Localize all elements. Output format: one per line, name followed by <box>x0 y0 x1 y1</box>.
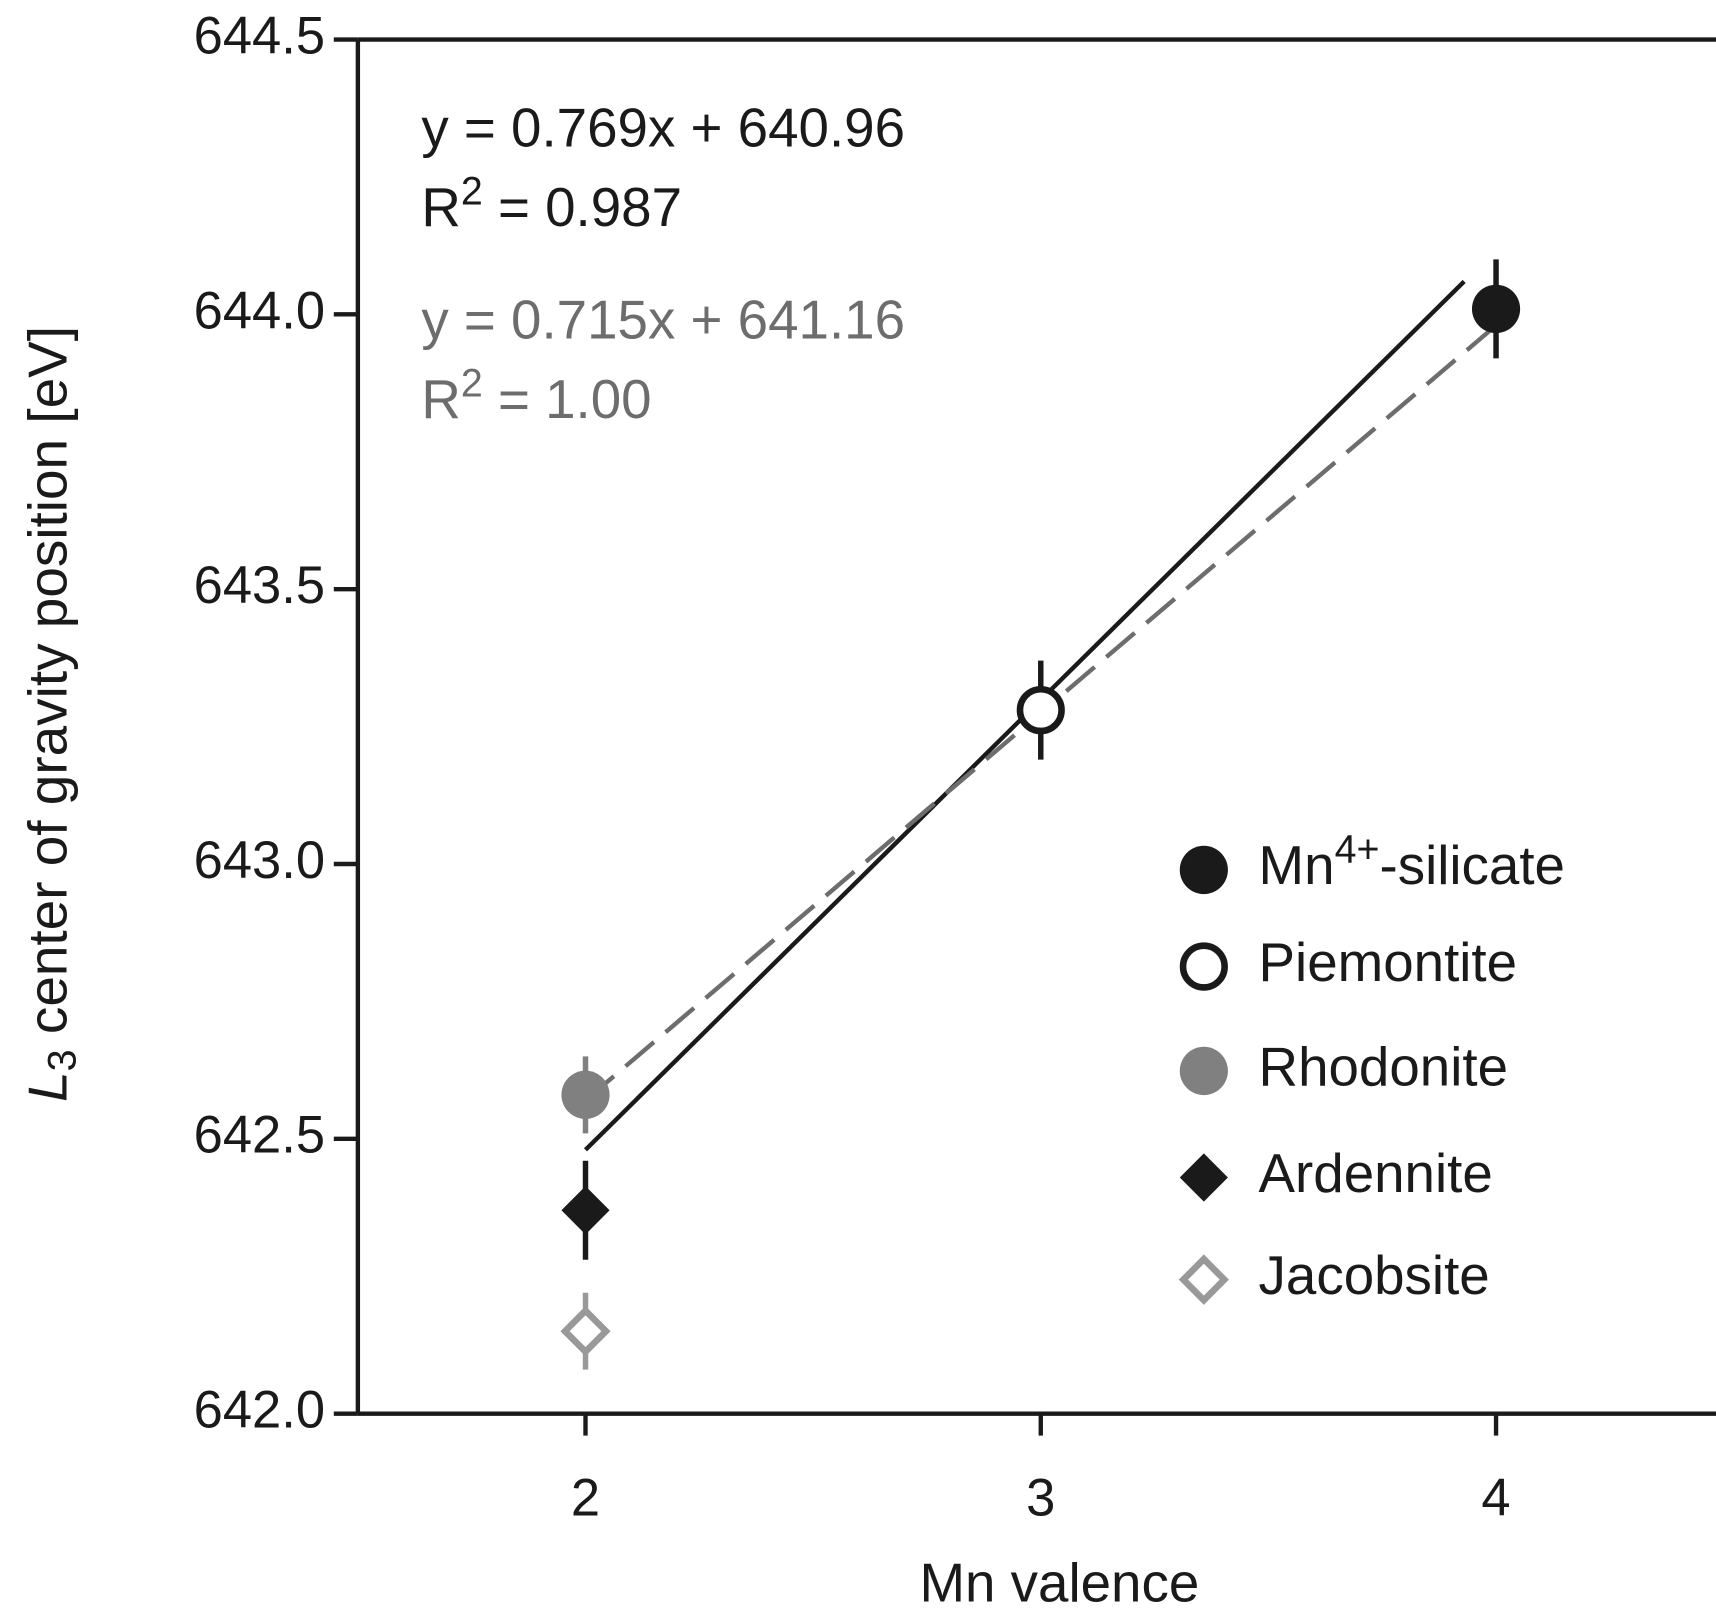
x-tick-label: 3 <box>1026 1468 1055 1527</box>
legend-marker <box>1178 1254 1229 1305</box>
legend-marker <box>1179 1046 1228 1096</box>
fit-r2: R2 = 0.987 <box>421 170 682 239</box>
r2-rest: = 1.00 <box>483 369 652 431</box>
y-label-main: L <box>17 1071 79 1102</box>
x-axis-label: Mn valence <box>919 1552 1199 1614</box>
y-tick-label: 642.5 <box>194 1106 325 1165</box>
legend-rest: -silicate <box>1379 834 1564 896</box>
legend-label: Ardennite <box>1259 1142 1493 1204</box>
plot-root: Mn valence L3 center of gravity position… <box>17 6 1716 1614</box>
legend-label: Rhodonite <box>1259 1035 1508 1097</box>
point <box>560 1305 611 1357</box>
y-axis-label: L3 center of gravity position [eV] <box>17 326 85 1102</box>
y-tick-label: 644.5 <box>194 6 325 65</box>
legend-label: Piemontite <box>1259 931 1517 993</box>
point <box>561 1070 610 1120</box>
r2-sup: 2 <box>461 362 483 406</box>
y-tick-label: 644.0 <box>194 281 325 340</box>
point <box>1016 685 1065 735</box>
legend-sup: 4+ <box>1335 828 1380 872</box>
r2-main: R <box>421 176 461 238</box>
y-tick-label: 642.0 <box>194 1380 325 1439</box>
legend-main: Mn <box>1259 834 1335 896</box>
legend-label: Jacobsite <box>1259 1244 1490 1306</box>
fit-equation: y = 0.769x + 640.96 <box>421 96 905 158</box>
r2-sup: 2 <box>461 170 483 214</box>
legend-marker <box>1179 1153 1228 1202</box>
legend-marker <box>1179 942 1228 991</box>
fit-equation: y = 0.715x + 641.16 <box>421 288 905 350</box>
point <box>561 1186 610 1235</box>
y-tick-label: 643.5 <box>194 556 325 615</box>
r2-main: R <box>421 369 461 431</box>
fit-r2: R2 = 1.00 <box>421 362 651 431</box>
legend-label: Mn4+-silicate <box>1259 828 1565 897</box>
y-label-rest: center of gravity position [eV] <box>17 326 79 1049</box>
r2-rest: = 0.987 <box>483 176 682 238</box>
x-tick-label: 2 <box>571 1468 600 1527</box>
legend-marker <box>1179 845 1228 895</box>
point <box>1471 284 1521 334</box>
x-tick-label: 4 <box>1481 1468 1510 1527</box>
y-tick-label: 643.0 <box>194 831 325 890</box>
y-label-sub: 3 <box>41 1049 85 1071</box>
